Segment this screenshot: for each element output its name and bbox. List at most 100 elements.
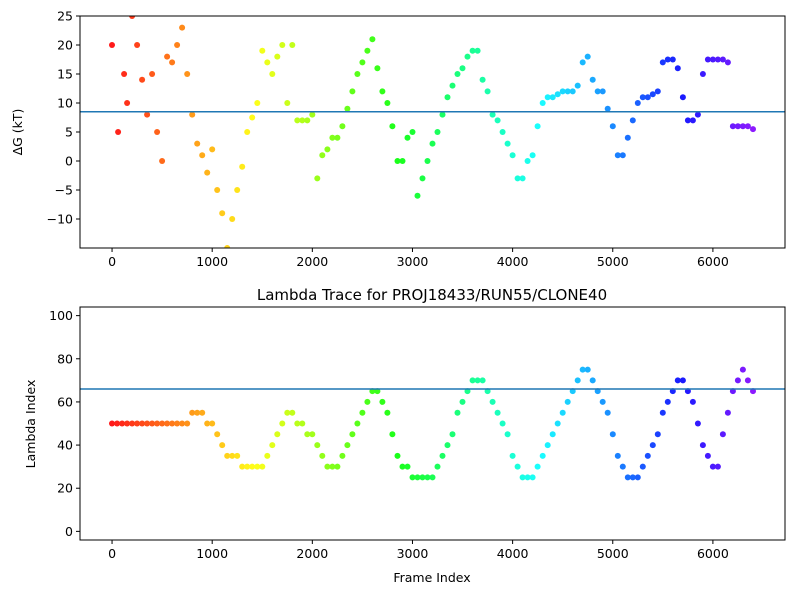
top-data-point — [689, 117, 696, 124]
bottom-x-ticks: 0 1000 2000 3000 4000 5000 6000 — [108, 540, 729, 561]
bottom-y-tick-label: 100 — [49, 308, 73, 323]
top-data-point — [274, 53, 281, 60]
top-y-tick-label: 15 — [57, 67, 73, 82]
bottom-data-point — [224, 452, 231, 459]
top-data-point — [729, 123, 736, 130]
top-data-point — [529, 152, 536, 159]
bottom-data-point — [459, 398, 466, 405]
top-data-point — [124, 100, 131, 106]
top-x-tick-label: 6000 — [697, 254, 729, 269]
bottom-data-point — [694, 420, 701, 427]
top-data-point — [694, 111, 701, 118]
top-data-point — [559, 88, 566, 95]
bottom-y-ticks: 0 20 40 60 80 100 — [49, 308, 80, 539]
bottom-data-point — [404, 463, 411, 470]
top-data-point — [179, 24, 186, 31]
top-data-point — [121, 71, 128, 77]
bottom-data-point — [134, 420, 141, 427]
top-data-point — [534, 123, 541, 130]
top-data-point — [379, 88, 386, 95]
bottom-data-point — [269, 442, 276, 449]
bottom-data-point — [469, 377, 476, 384]
top-data-point — [714, 56, 721, 63]
bottom-data-point — [659, 409, 666, 416]
bottom-data-point — [634, 474, 641, 481]
bottom-data-point — [294, 420, 301, 427]
bottom-data-point — [744, 377, 751, 384]
top-data-point — [659, 59, 666, 66]
top-data-point — [644, 94, 651, 101]
bottom-data-point — [144, 420, 151, 427]
bottom-data-point — [319, 452, 326, 459]
bottom-x-axis-label: Frame Index — [393, 570, 470, 585]
bottom-data-point — [559, 409, 566, 416]
bottom-data-point — [194, 409, 201, 416]
top-data-points — [109, 16, 756, 248]
bottom-panel: 0 1000 2000 3000 4000 5000 6000 0 20 40 60 80 100 L… — [23, 286, 786, 585]
bottom-data-point — [394, 452, 401, 459]
bottom-data-point — [514, 463, 521, 470]
top-x-ticks: 0 1000 2000 3000 4000 5000 6000 — [108, 248, 729, 269]
bottom-data-point — [444, 442, 451, 449]
bottom-data-point — [499, 420, 506, 427]
top-data-point — [569, 88, 576, 95]
bottom-data-point — [209, 420, 216, 427]
top-data-point — [684, 117, 691, 124]
top-data-point — [129, 16, 136, 19]
top-data-point — [449, 82, 456, 89]
bottom-data-point — [434, 463, 441, 470]
top-data-point — [115, 129, 122, 135]
bottom-x-tick-label: 2000 — [296, 546, 328, 561]
top-data-point — [704, 56, 711, 63]
top-data-point — [459, 65, 466, 72]
top-data-point — [584, 53, 591, 60]
top-y-axis-label: ΔG (kT) — [10, 109, 25, 156]
top-data-point — [169, 59, 176, 66]
bottom-data-point — [119, 420, 126, 427]
bottom-data-point — [309, 431, 316, 438]
bottom-x-tick-label: 5000 — [597, 546, 629, 561]
top-data-point — [444, 94, 451, 101]
top-data-point — [194, 140, 201, 147]
top-x-tick-label: 4000 — [497, 254, 529, 269]
bottom-data-point — [619, 463, 626, 470]
top-data-point — [699, 71, 706, 77]
top-data-point — [284, 100, 291, 106]
top-data-point — [164, 53, 171, 60]
top-data-point — [414, 192, 421, 199]
top-x-tick-label: 2000 — [296, 254, 328, 269]
bottom-x-tick-label: 0 — [108, 546, 116, 561]
top-data-point — [394, 158, 401, 164]
top-data-point — [514, 175, 521, 182]
bottom-y-tick-label: 0 — [65, 524, 73, 539]
top-data-point — [254, 100, 261, 106]
bottom-data-point — [409, 474, 416, 481]
top-data-point — [629, 117, 636, 124]
bottom-data-point — [714, 463, 721, 470]
top-data-point — [429, 140, 436, 147]
top-data-point — [634, 100, 641, 106]
bottom-data-point — [544, 442, 551, 449]
top-data-point — [519, 175, 526, 182]
top-y-tick-label: −10 — [47, 212, 73, 227]
top-data-point — [224, 245, 231, 248]
bottom-axes-frame — [79, 306, 786, 541]
top-data-point — [454, 71, 461, 77]
top-data-point — [719, 56, 726, 63]
top-data-point — [259, 47, 266, 54]
bottom-data-point — [239, 463, 246, 470]
top-data-point — [174, 42, 181, 48]
top-data-point — [664, 56, 671, 63]
bottom-x-tick-label: 3000 — [397, 546, 429, 561]
bottom-data-point — [329, 463, 336, 470]
top-data-point — [469, 47, 476, 54]
top-data-point — [434, 129, 441, 135]
bottom-data-point — [644, 452, 651, 459]
bottom-data-point — [259, 463, 266, 470]
bottom-data-point — [169, 420, 176, 427]
top-data-point — [724, 59, 731, 66]
top-data-point — [649, 91, 656, 98]
bottom-y-tick-label: 20 — [57, 481, 73, 496]
top-data-point — [750, 126, 756, 133]
top-data-point — [309, 111, 316, 118]
